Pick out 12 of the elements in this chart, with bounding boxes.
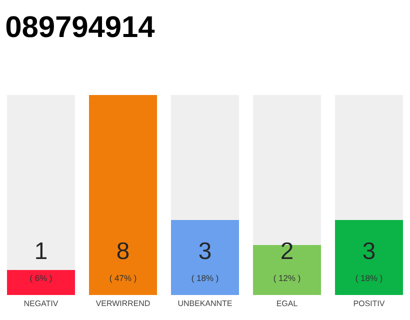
annotation: ( 47% ) [110, 274, 136, 283]
data-label: 1 [36, 242, 46, 259]
data-label: 2 [282, 242, 292, 259]
annotation: ( 6% ) [30, 274, 52, 283]
annotation: ( 18% ) [192, 274, 218, 283]
data-label: 3 [363, 242, 375, 260]
bar [7, 270, 75, 295]
data-label: 8 [117, 242, 129, 260]
annotation: ( 18% ) [356, 274, 382, 283]
annotation: ( 12% ) [274, 274, 300, 283]
chart-title: 089794914 [6, 16, 155, 38]
data-label: 3 [199, 242, 211, 260]
